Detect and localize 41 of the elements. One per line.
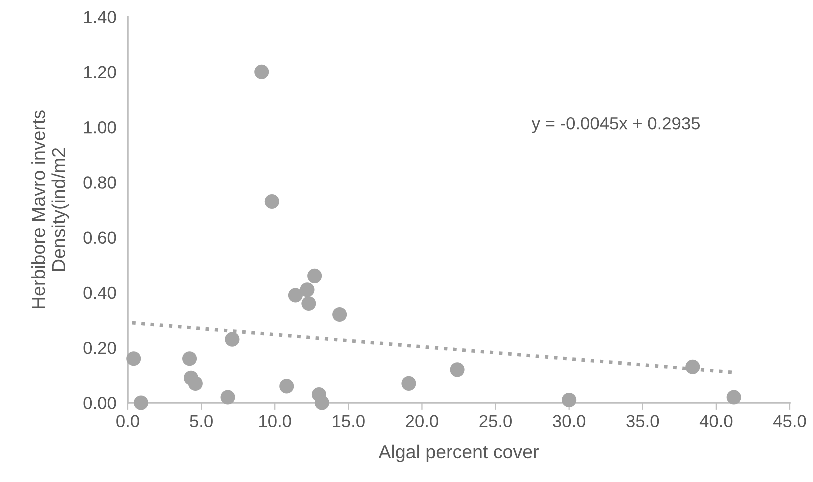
point — [264, 194, 280, 210]
x-tick-label: 45.0 — [774, 415, 806, 428]
point — [182, 352, 198, 366]
point — [314, 396, 330, 410]
point — [562, 392, 577, 408]
x-tick-label: 10.0 — [260, 415, 292, 428]
point — [225, 332, 240, 347]
y-tick-label: 0.60 — [84, 232, 116, 244]
y-tick-label: 0.20 — [84, 342, 116, 354]
point — [302, 296, 316, 312]
point — [332, 307, 348, 322]
point — [280, 379, 294, 394]
y-tick-label: 1.20 — [84, 66, 116, 79]
point — [300, 282, 315, 298]
point — [402, 376, 416, 391]
y-tick-label: 0.40 — [84, 286, 116, 300]
point — [126, 352, 142, 366]
point — [308, 268, 322, 284]
point — [134, 396, 149, 410]
x-tick-label: 30.0 — [553, 415, 586, 428]
x-axis-title: Algal percent cover — [378, 444, 539, 462]
y-tick-label: 0.80 — [84, 176, 116, 189]
y-tick-label: 1.00 — [84, 121, 116, 134]
point — [254, 64, 270, 80]
y-tick-label: 1.40 — [84, 11, 116, 24]
x-tick-label: 5.0 — [190, 415, 213, 428]
point — [686, 360, 700, 374]
x-tick-label: 0.0 — [116, 415, 140, 428]
x-tick-label: 25.0 — [480, 415, 512, 428]
point — [220, 390, 236, 405]
annotation: y = -0.0045x + 0.2935 — [532, 117, 700, 134]
y-tick-label: 0.00 — [84, 397, 116, 410]
x-tick-label: 20.0 — [406, 415, 438, 428]
x-tick-label: 40.0 — [700, 415, 733, 428]
x-tick-label: 35.0 — [626, 415, 660, 428]
point — [726, 390, 742, 405]
point — [288, 288, 303, 303]
y-axis-title: Herbibore Mavro inverts Density(ind/m2 — [32, 110, 70, 308]
x-tick-label: 15.0 — [333, 415, 365, 428]
point — [188, 376, 203, 391]
point — [450, 362, 465, 378]
